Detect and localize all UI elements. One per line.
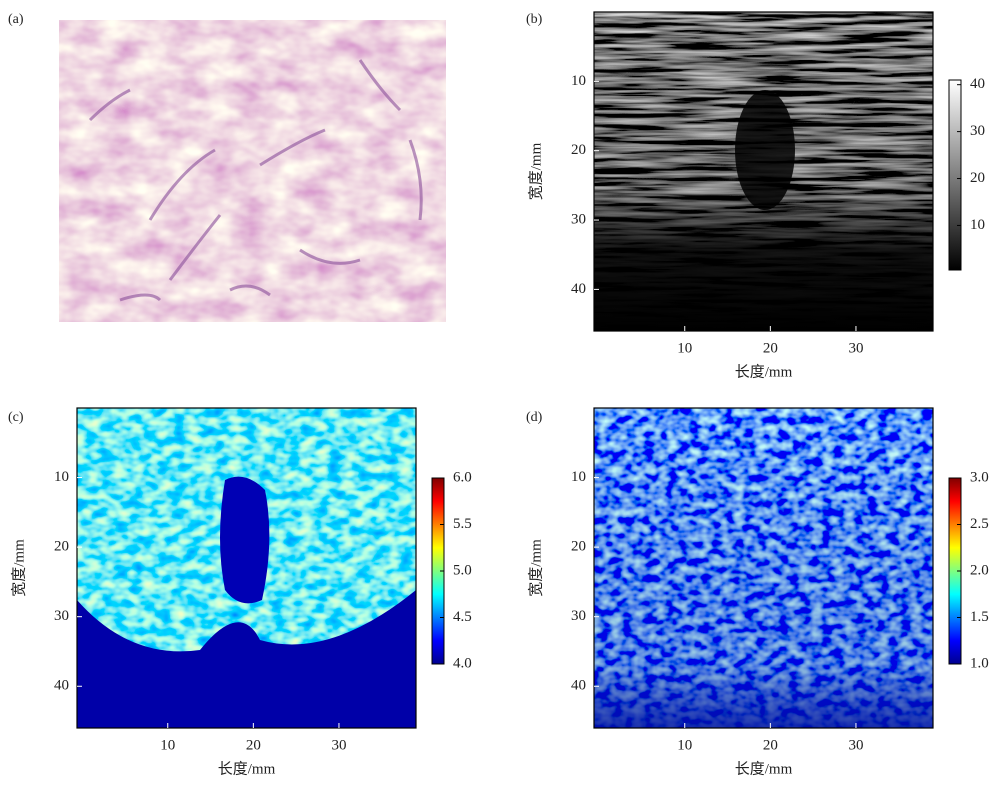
x-axis-label: 长度/mm	[735, 760, 793, 777]
colorbar-tick-label: 5.0	[453, 562, 472, 578]
x-tick-label: 20	[246, 737, 261, 753]
y-axis-label: 宽度/mm	[10, 539, 27, 597]
x-tick-label: 10	[677, 340, 692, 356]
histology-image	[59, 20, 446, 322]
colorbar-tick-label: 4.5	[453, 609, 472, 625]
y-tick-label: 40	[571, 678, 586, 694]
colorbar-tick-label: 3.0	[970, 469, 989, 485]
y-axis-label: 宽度/mm	[527, 142, 544, 200]
plot-frame	[76, 407, 417, 729]
x-tick-label: 10	[677, 737, 692, 753]
panel-label: (a)	[8, 12, 24, 27]
y-tick-label: 20	[571, 142, 586, 158]
y-tick-label: 30	[571, 211, 586, 227]
colorbar-tick-label: 4.0	[453, 655, 472, 671]
x-tick-label: 20	[763, 737, 778, 753]
x-tick-label: 30	[848, 737, 863, 753]
plot-frame	[593, 407, 934, 729]
colorbar-tick-label: 30	[970, 123, 985, 139]
panel-label: (b)	[526, 12, 543, 27]
y-axis-label: 宽度/mm	[527, 539, 544, 597]
x-tick-label: 20	[763, 340, 778, 356]
x-axis-label: 长度/mm	[218, 760, 276, 777]
y-tick-label: 10	[571, 73, 586, 89]
ultrasound-image	[594, 12, 933, 331]
colorbar-tick-label: 5.5	[453, 516, 472, 532]
x-tick-label: 30	[848, 340, 863, 356]
panel-label: (c)	[8, 410, 24, 425]
colorbar-tick-label: 20	[970, 170, 985, 186]
plot-frame	[593, 11, 934, 332]
map-c-image	[77, 408, 416, 728]
colorbar-tick-label: 2.0	[970, 562, 989, 578]
y-tick-label: 30	[571, 608, 586, 624]
colorbar-tick-label: 1.5	[970, 609, 989, 625]
colorbar-tick-label: 10	[970, 217, 985, 233]
x-axis-label: 长度/mm	[735, 363, 793, 380]
y-tick-label: 10	[54, 469, 69, 485]
y-tick-label: 30	[54, 608, 69, 624]
y-tick-label: 40	[571, 281, 586, 297]
colorbar-tick-label: 6.0	[453, 469, 472, 485]
y-tick-label: 40	[54, 678, 69, 694]
x-tick-label: 10	[160, 737, 175, 753]
map-d-image	[594, 408, 933, 728]
y-tick-label: 20	[571, 539, 586, 555]
y-tick-label: 10	[571, 469, 586, 485]
colorbar-tick-label: 1.0	[970, 655, 989, 671]
tissue-glands	[88, 59, 423, 302]
colorbar-tick-label: 40	[970, 76, 985, 92]
panel-label: (d)	[526, 410, 543, 425]
y-tick-label: 20	[54, 539, 69, 555]
colorbar	[948, 79, 962, 271]
x-tick-label: 30	[331, 737, 346, 753]
colorbar-tick-label: 2.5	[970, 516, 989, 532]
